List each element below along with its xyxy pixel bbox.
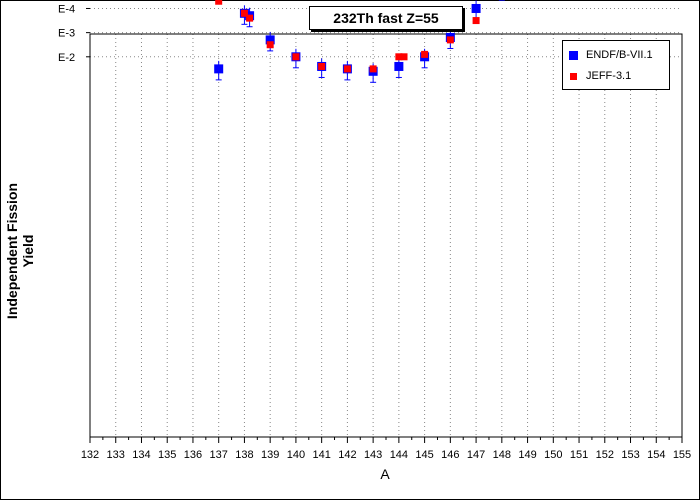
x-tick-label: 149 xyxy=(518,449,536,461)
x-tick-label: 137 xyxy=(210,449,228,461)
point-jeff xyxy=(292,53,300,61)
x-tick-label: 138 xyxy=(235,449,253,461)
legend-label-endf: ENDF/B-VII.1 xyxy=(586,49,653,61)
y-tick-label: E-3 xyxy=(58,28,75,40)
legend-item-jeff: JEFF-3.1 xyxy=(569,70,631,82)
point-endf xyxy=(394,61,404,71)
legend: ENDF/B-VII.1 JEFF-3.1 xyxy=(562,40,670,90)
point-endf xyxy=(265,35,275,45)
point-jeff xyxy=(318,62,326,70)
x-tick-label: 132 xyxy=(81,449,99,461)
point-jeff xyxy=(240,9,248,17)
plot-area xyxy=(89,33,683,438)
x-tick-label: 145 xyxy=(415,449,433,461)
y-tick-label: E-2 xyxy=(58,52,75,64)
point-jeff xyxy=(369,65,377,73)
x-tick-label: 152 xyxy=(596,449,614,461)
x-tick-label: 143 xyxy=(364,449,382,461)
point-jeff xyxy=(400,53,408,61)
point-endf xyxy=(471,3,481,13)
legend-label-jeff: JEFF-3.1 xyxy=(586,70,632,82)
x-tick-label: 155 xyxy=(673,449,691,461)
x-tick-label: 151 xyxy=(570,449,588,461)
x-tick-label: 140 xyxy=(287,449,305,461)
chart-title: 232Th fast Z=55 xyxy=(309,6,463,30)
point-jeff xyxy=(246,14,254,22)
x-tick-label: 135 xyxy=(158,449,176,461)
x-tick-label: 134 xyxy=(132,449,150,461)
x-tick-label: 139 xyxy=(261,449,279,461)
x-tick-label: 153 xyxy=(621,449,639,461)
point-jeff xyxy=(266,41,274,49)
x-tick-label: 144 xyxy=(390,449,408,461)
point-jeff xyxy=(472,17,480,25)
x-tick-label: 154 xyxy=(647,449,665,461)
x-tick-label: 150 xyxy=(544,449,562,461)
point-jeff xyxy=(343,65,351,73)
legend-item-endf: ENDF/B-VII.1 xyxy=(569,49,653,61)
x-tick-label: 136 xyxy=(184,449,202,461)
x-tick-label: 141 xyxy=(312,449,330,461)
point-endf xyxy=(214,64,224,74)
point-jeff xyxy=(421,50,429,58)
x-tick-label: 147 xyxy=(467,449,485,461)
x-tick-label: 133 xyxy=(107,449,125,461)
legend-marker-endf xyxy=(569,50,578,60)
x-tick-label: 148 xyxy=(493,449,511,461)
y-tick-label: E-4 xyxy=(58,3,75,15)
point-jeff xyxy=(446,36,454,44)
x-tick-label: 142 xyxy=(338,449,356,461)
legend-marker-jeff xyxy=(570,72,577,80)
point-jeff xyxy=(395,53,403,61)
point-jeff xyxy=(215,0,223,5)
y-axis-label: Independent Fission Yield xyxy=(4,182,36,320)
x-tick-label: 146 xyxy=(441,449,459,461)
x-axis-label: A xyxy=(380,466,390,482)
